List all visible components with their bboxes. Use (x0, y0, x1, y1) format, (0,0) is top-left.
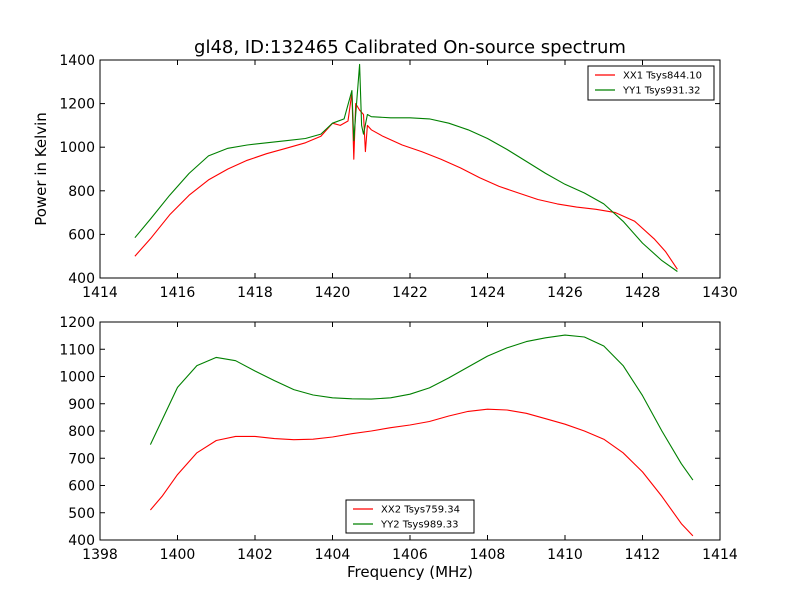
top-y-tick-label: 1400 (59, 53, 95, 69)
bottom-y-tick-label: 400 (68, 533, 95, 549)
top-series-layer (134, 63, 678, 272)
top-y-tick-label: 1000 (59, 140, 95, 156)
top-y-tick-label: 1200 (59, 97, 95, 113)
top-x-tick-label: 1430 (702, 285, 738, 301)
bottom-y-tick-label: 1200 (59, 315, 95, 331)
top-y-tick-label: 600 (68, 227, 95, 243)
top-x-tick-label: 1422 (392, 285, 428, 301)
top-legend-box (587, 65, 715, 101)
top-x-tick-label: 1414 (82, 285, 118, 301)
top-x-tick-label: 1424 (470, 285, 506, 301)
bottom-legend-box (345, 499, 475, 534)
chart-title: gl48, ID:132465 Calibrated On-source spe… (194, 37, 626, 58)
bottom-x-tick-label: 1400 (160, 547, 196, 563)
bottom-series-layer (149, 334, 694, 537)
bottom-x-tick-label: 1402 (237, 547, 273, 563)
bottom-legend-label-1: YY2 Tsys989.33 (380, 520, 459, 531)
bottom-y-tick-label: 600 (68, 479, 95, 495)
bottom-x-tick-label: 1412 (625, 547, 661, 563)
top-ticks: 1414 1416 1418 1420 1422 1424 1426 1428 1430 400 6… (59, 53, 737, 301)
bottom-series-line-1 (149, 334, 694, 481)
bottom-panel: 1398 1400 1402 1404 1406 1408 1410 1412 1414 400 5… (59, 315, 738, 581)
top-series-line-1 (134, 63, 678, 272)
bottom-x-tick-label: 1408 (470, 547, 506, 563)
bottom-series-line-0 (149, 408, 694, 537)
top-y-tick-label: 400 (68, 271, 95, 287)
top-x-tick-label: 1418 (237, 285, 273, 301)
bottom-y-tick-label: 700 (68, 451, 95, 467)
top-legend-label-1: YY1 Tsys931.32 (622, 86, 701, 97)
bottom-x-tick-label: 1410 (547, 547, 583, 563)
top-x-tick-label: 1416 (160, 285, 196, 301)
bottom-legend-label-0: XX2 Tsys759.34 (381, 505, 460, 516)
bottom-y-tick-label: 800 (68, 424, 95, 440)
bottom-y-tick-label: 900 (68, 397, 95, 413)
bottom-y-tick-label: 1100 (59, 342, 95, 358)
top-legend-label-0: XX1 Tsys844.10 (623, 71, 702, 82)
bottom-x-tick-label: 1404 (315, 547, 351, 563)
x-axis-label: Frequency (MHz) (347, 563, 473, 581)
bottom-x-tick-label: 1398 (82, 547, 118, 563)
bottom-x-tick-label: 1406 (392, 547, 428, 563)
bottom-ticks: 1398 1400 1402 1404 1406 1408 1410 1412 1414 400 5… (59, 315, 738, 563)
top-panel: 1414 1416 1418 1420 1422 1424 1426 1428 1430 400 6… (32, 53, 738, 301)
top-series-line-0 (134, 92, 678, 270)
top-x-tick-label: 1428 (625, 285, 661, 301)
bottom-legend: XX2 Tsys759.34 YY2 Tsys989.33 (345, 499, 475, 534)
bottom-y-tick-label: 1000 (59, 370, 95, 386)
bottom-x-tick-label: 1414 (702, 547, 738, 563)
top-legend: XX1 Tsys844.10 YY1 Tsys931.32 (587, 65, 715, 101)
bottom-y-tick-label: 500 (68, 506, 95, 522)
top-y-tick-label: 800 (68, 184, 95, 200)
top-x-tick-label: 1420 (315, 285, 351, 301)
top-x-tick-label: 1426 (547, 285, 583, 301)
top-y-axis-label: Power in Kelvin (32, 112, 50, 226)
